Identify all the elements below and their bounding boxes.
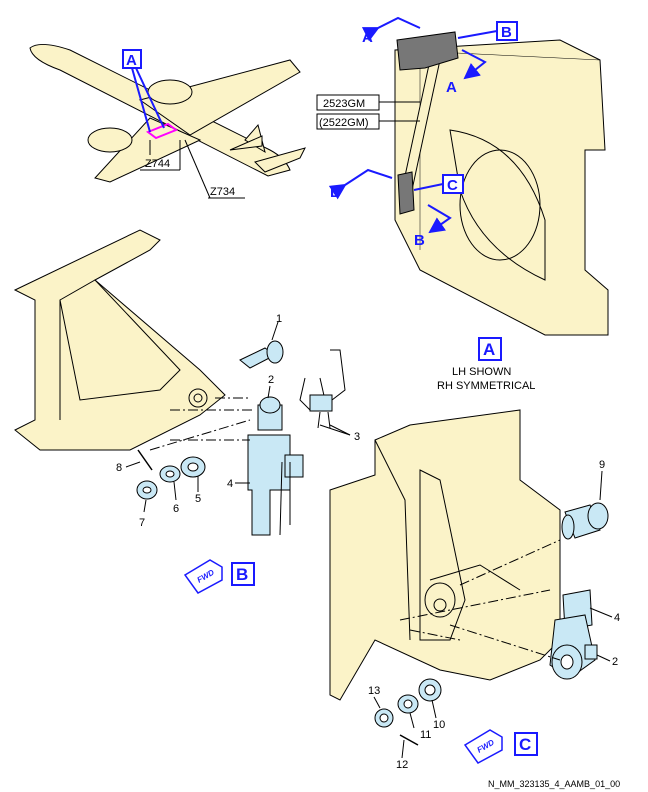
view-c: 9 4 2 10 11 13 12 FWD C (329, 409, 620, 771)
view-a-detail: B C A A B B 2523GM (2522GM) (316, 16, 609, 336)
item-13-label: 13 (368, 685, 380, 697)
item-7-label: 7 (139, 517, 145, 529)
drawing-reference: N_MM_323135_4_AAMB_01_00 (488, 779, 620, 789)
item-12-label: 12 (396, 759, 408, 771)
item-4-label: 4 (227, 478, 233, 490)
item-2c-label: 2 (612, 656, 618, 668)
view-b-tag: B (236, 565, 248, 584)
aircraft-view-tag: A (126, 52, 137, 69)
part-number-label: 2523GM (323, 98, 365, 110)
section-arrow-b-left: B (330, 184, 341, 201)
item-10-label: 10 (433, 719, 445, 731)
detail-tag-c: C (447, 177, 458, 194)
zone-label-z744: Z744 (145, 158, 170, 170)
view-b: 1 2 4 3 5 6 7 8 (13, 229, 360, 594)
caption-view-tag: A (483, 340, 495, 359)
part-number-alt-label: (2522GM) (319, 117, 369, 129)
item-11-label: 11 (420, 729, 431, 741)
item-4c-label: 4 (614, 612, 620, 624)
section-arrow-a-side: A (446, 79, 457, 96)
item-1-label: 1 (276, 313, 282, 325)
view-a-caption: A LH SHOWN RH SYMMETRICAL (437, 337, 535, 392)
section-arrow-b-bottom: B (414, 232, 425, 249)
section-arrow-a-top: A (362, 29, 373, 46)
item-5-label: 5 (195, 493, 201, 505)
item-3-label: 3 (354, 431, 360, 443)
item-2-label: 2 (268, 374, 274, 386)
detail-tag-b: B (501, 24, 512, 41)
caption-line-1: LH SHOWN (452, 366, 511, 378)
item-8-label: 8 (116, 462, 122, 474)
item-6-label: 6 (173, 503, 179, 515)
caption-line-2: RH SYMMETRICAL (437, 380, 535, 392)
highlighted-zone (145, 122, 179, 140)
zone-label-z734: Z734 (210, 186, 235, 198)
item-9-label: 9 (599, 459, 605, 471)
aircraft-overview: A Z744 Z734 (29, 44, 306, 199)
view-c-tag: C (519, 735, 531, 754)
